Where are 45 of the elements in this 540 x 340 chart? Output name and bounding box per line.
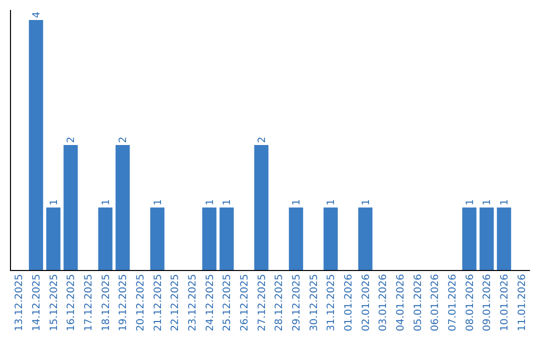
x-tick-label: 06.01.2026 xyxy=(430,274,442,332)
x-tick-label: 08.01.2026 xyxy=(464,274,476,332)
x-tick-label: 19.12.2025 xyxy=(118,274,130,332)
x-tick-label: 24.12.2025 xyxy=(204,274,216,332)
x-tick-label: 28.12.2025 xyxy=(274,274,286,332)
x-tick-label: 22.12.2025 xyxy=(170,274,182,332)
x-tick-label: 02.01.2026 xyxy=(360,274,372,332)
data-label: 1 xyxy=(360,199,372,206)
data-label: 1 xyxy=(326,199,338,206)
x-tick-label: 04.01.2026 xyxy=(396,274,406,332)
x-tick-label: 05.01.2026 xyxy=(412,274,424,332)
x-tick-label: 10.01.2026 xyxy=(500,274,510,332)
data-label: 4 xyxy=(32,12,42,18)
data-label: 1 xyxy=(152,199,164,206)
x-tick-label: 13.12.2025 xyxy=(14,274,26,332)
x-tick-label: 14.12.2025 xyxy=(32,274,42,332)
x-tick-label: 20.12.2025 xyxy=(136,274,146,332)
data-label: 1 xyxy=(204,199,216,206)
x-tick-label: 16.12.2025 xyxy=(66,274,78,332)
x-tick-label: 31.12.2025 xyxy=(326,274,338,332)
data-label: 1 xyxy=(500,199,510,206)
x-tick-label: 27.12.2025 xyxy=(256,274,268,332)
x-tick-label: 09.01.2026 xyxy=(482,274,494,332)
data-label: 1 xyxy=(482,199,494,206)
x-tick-label: 21.12.2025 xyxy=(152,274,164,332)
x-tick-label: 29.12.2025 xyxy=(292,274,302,332)
x-tick-label: 23.12.2025 xyxy=(188,274,198,332)
data-label: 2 xyxy=(66,136,78,143)
x-tick-label: 01.01.2026 xyxy=(344,274,354,332)
x-tick-label: 15.12.2025 xyxy=(48,274,60,332)
data-label: 2 xyxy=(118,136,130,143)
x-tick-label: 17.12.2025 xyxy=(84,274,94,332)
data-label: 1 xyxy=(100,199,112,206)
x-tick-label: 25.12.2025 xyxy=(222,274,234,332)
x-tick-label: 03.01.2026 xyxy=(378,274,390,332)
x-tick-label: 26.12.2025 xyxy=(240,274,250,332)
data-label: 1 xyxy=(292,199,302,206)
data-label: 1 xyxy=(464,199,476,206)
x-tick-label: 30.12.2025 xyxy=(308,274,320,332)
data-label: 2 xyxy=(256,136,268,143)
data-label: 1 xyxy=(222,199,234,206)
x-tick-label: 07.01.2026 xyxy=(448,274,458,332)
x-tick-label: 18.12.2025 xyxy=(100,274,112,332)
data-label: 1 xyxy=(48,199,60,206)
x-tick-label: 11.01.2026 xyxy=(516,274,528,332)
